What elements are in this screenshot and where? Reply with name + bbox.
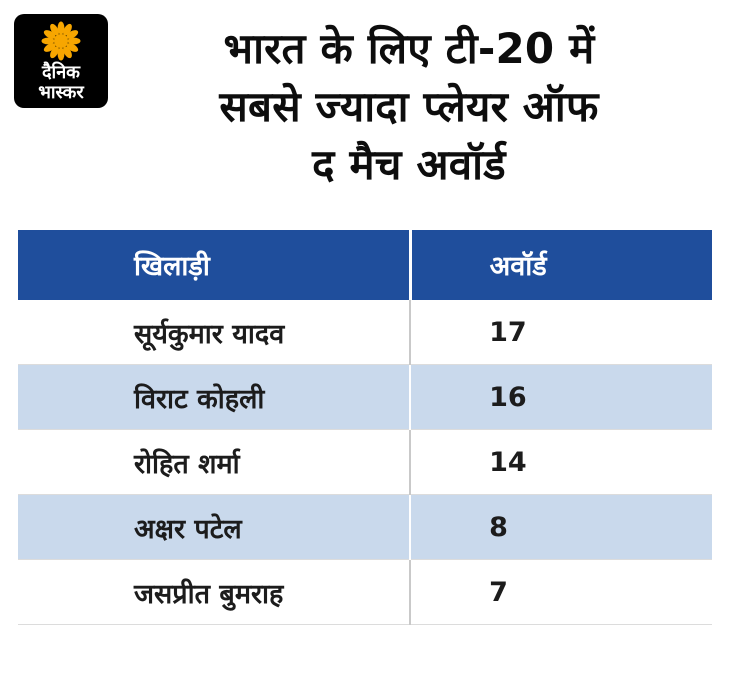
column-header-player: खिलाड़ी bbox=[18, 229, 411, 300]
table-row: जसप्रीत बुमराह 7 bbox=[18, 559, 712, 625]
award-count: 8 bbox=[409, 494, 712, 560]
player-name: जसप्रीत बुमराह bbox=[18, 559, 411, 625]
logo-wordmark: दैनिक भास्कर bbox=[38, 61, 84, 103]
title-line-1: भारत के लिए टी-20 में bbox=[223, 24, 595, 73]
logo-line-2: भास्कर bbox=[38, 82, 84, 103]
table-row: अक्षर पटेल 8 bbox=[18, 494, 712, 560]
award-count: 17 bbox=[409, 299, 712, 365]
table-header-row: खिलाड़ी अवॉर्ड bbox=[18, 229, 712, 300]
award-count: 7 bbox=[409, 559, 712, 625]
table-row: सूर्यकुमार यादव 17 bbox=[18, 299, 712, 365]
award-count: 16 bbox=[409, 364, 712, 430]
player-name: सूर्यकुमार यादव bbox=[18, 299, 411, 365]
column-header-awards: अवॉर्ड bbox=[408, 229, 712, 300]
player-name: रोहित शर्मा bbox=[18, 429, 411, 495]
player-name: विराट कोहली bbox=[18, 364, 411, 430]
awards-table: खिलाड़ी अवॉर्ड सूर्यकुमार यादव 17 विराट … bbox=[18, 229, 712, 626]
dainik-bhaskar-logo: दैनिक भास्कर bbox=[14, 14, 108, 108]
header: दैनिक भास्कर भारत के लिए टी-20 में सबसे … bbox=[14, 14, 712, 194]
title-line-3: द मैच अवॉर्ड bbox=[312, 139, 506, 189]
sun-icon bbox=[41, 21, 81, 61]
table-row: रोहित शर्मा 14 bbox=[18, 429, 712, 495]
title-line-2: सबसे ज्यादा प्लेयर ऑफ bbox=[219, 81, 599, 131]
page-title: भारत के लिए टी-20 में सबसे ज्यादा प्लेयर… bbox=[108, 14, 712, 194]
table-row: विराट कोहली 16 bbox=[18, 364, 712, 430]
logo-line-1: दैनिक bbox=[41, 61, 81, 83]
award-count: 14 bbox=[409, 429, 712, 495]
player-name: अक्षर पटेल bbox=[18, 494, 411, 560]
